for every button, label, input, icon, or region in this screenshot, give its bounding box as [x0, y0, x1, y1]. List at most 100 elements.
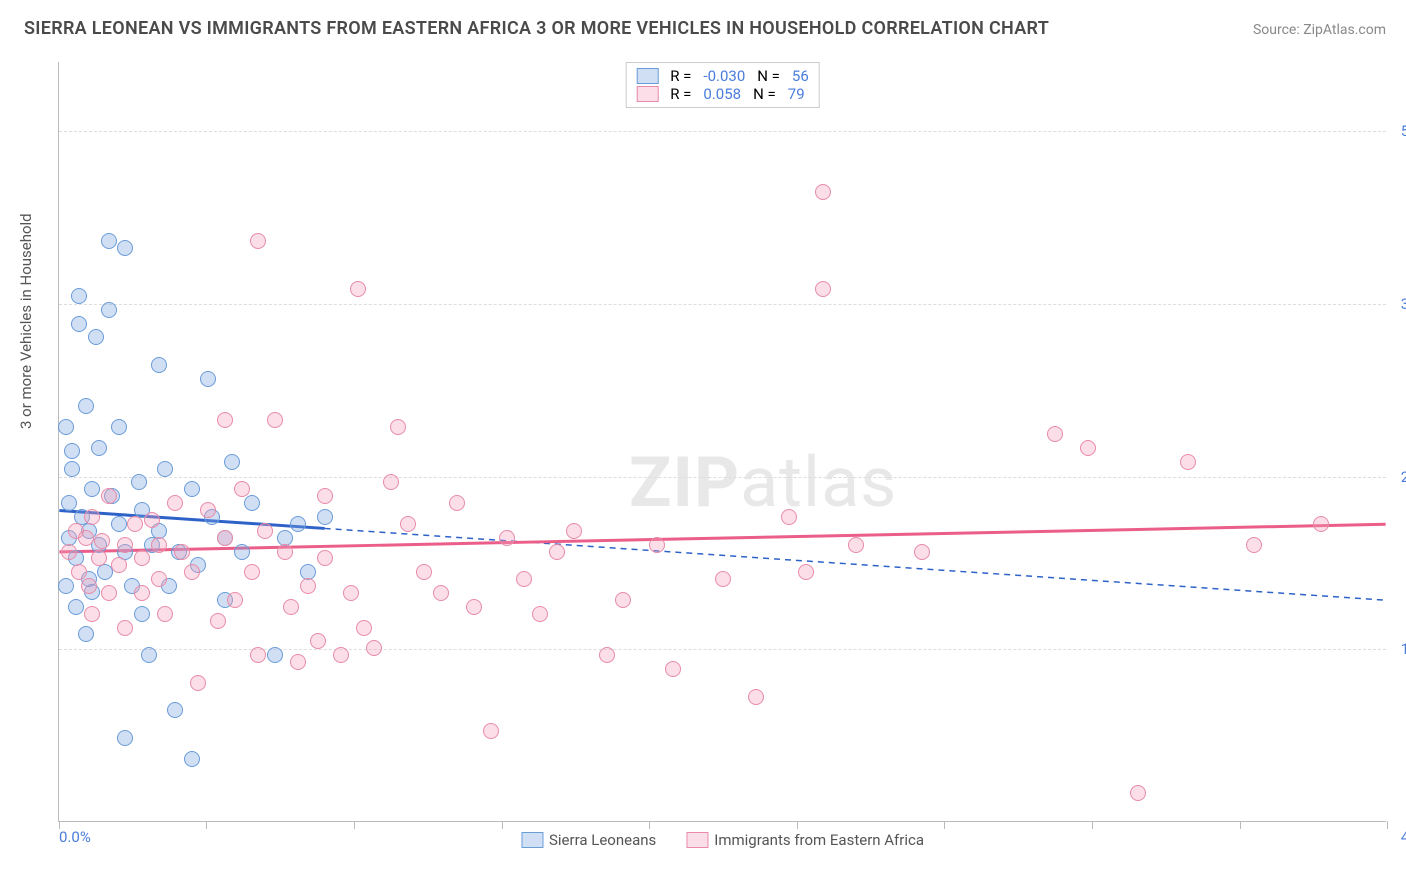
legend-stats: R =-0.030N =56R =0.058N =79: [625, 62, 820, 108]
legend-series-label: Immigrants from Eastern Africa: [714, 831, 924, 849]
data-point: [184, 564, 200, 580]
data-point: [1130, 785, 1146, 801]
source-label: Source: ZipAtlas.com: [1253, 22, 1386, 38]
data-point: [798, 564, 814, 580]
legend-swatch: [521, 832, 543, 848]
gridline-h: [59, 131, 1386, 132]
data-point: [433, 585, 449, 601]
x-axis-min-label: 0.0%: [59, 828, 91, 846]
data-point: [217, 412, 233, 428]
data-point: [449, 495, 465, 511]
x-tick: [502, 821, 503, 829]
legend-series-item: Sierra Leoneans: [521, 831, 656, 849]
y-tick-label: 50.0%: [1401, 122, 1406, 140]
data-point: [190, 675, 206, 691]
data-point: [257, 523, 273, 539]
data-point: [78, 398, 94, 414]
x-tick: [649, 821, 650, 829]
x-axis-max-label: 40.0%: [1401, 828, 1406, 846]
data-point: [101, 302, 117, 318]
data-point: [111, 419, 127, 435]
legend-swatch: [636, 68, 658, 84]
x-tick: [59, 821, 60, 829]
data-point: [101, 585, 117, 601]
data-point: [400, 516, 416, 532]
data-point: [167, 495, 183, 511]
data-point: [283, 599, 299, 615]
data-point: [81, 578, 97, 594]
x-tick: [1240, 821, 1241, 829]
legend-series: Sierra Leoneans Immigrants from Eastern A…: [521, 831, 924, 849]
data-point: [300, 578, 316, 594]
data-point: [244, 564, 260, 580]
data-point: [317, 488, 333, 504]
data-point: [117, 537, 133, 553]
data-point: [234, 544, 250, 560]
data-point: [356, 620, 372, 636]
legend-series-item: Immigrants from Eastern Africa: [686, 831, 924, 849]
data-point: [157, 461, 173, 477]
legend-r-value: -0.030: [703, 67, 745, 85]
data-point: [151, 537, 167, 553]
data-point: [94, 533, 110, 549]
x-tick: [354, 821, 355, 829]
data-point: [134, 585, 150, 601]
data-point: [466, 599, 482, 615]
data-point: [58, 578, 74, 594]
legend-n-value: 79: [788, 85, 805, 103]
data-point: [84, 509, 100, 525]
data-point: [483, 723, 499, 739]
y-tick-label: 37.5%: [1401, 295, 1406, 313]
data-point: [64, 461, 80, 477]
data-point: [141, 647, 157, 663]
data-point: [157, 606, 173, 622]
trend-lines-layer: [59, 62, 1386, 821]
data-point: [134, 606, 150, 622]
data-point: [134, 550, 150, 566]
y-tick-label: 25.0%: [1401, 468, 1406, 486]
data-point: [68, 599, 84, 615]
data-point: [267, 647, 283, 663]
x-tick: [944, 821, 945, 829]
data-point: [84, 481, 100, 497]
data-point: [748, 689, 764, 705]
data-point: [566, 523, 582, 539]
data-point: [599, 647, 615, 663]
data-point: [111, 557, 127, 573]
data-point: [1180, 454, 1196, 470]
data-point: [117, 730, 133, 746]
data-point: [1313, 516, 1329, 532]
legend-n-label: N =: [753, 85, 776, 103]
data-point: [167, 702, 183, 718]
data-point: [665, 661, 681, 677]
data-point: [78, 626, 94, 642]
data-point: [151, 357, 167, 373]
data-point: [781, 509, 797, 525]
data-point: [815, 281, 831, 297]
chart-plot-area: ZIPatlas R =-0.030N =56R =0.058N =79 Sie…: [58, 62, 1386, 822]
data-point: [310, 633, 326, 649]
data-point: [1080, 440, 1096, 456]
data-point: [61, 544, 77, 560]
data-point: [383, 474, 399, 490]
data-point: [71, 316, 87, 332]
legend-stats-row: R =0.058N =79: [636, 85, 809, 103]
data-point: [914, 544, 930, 560]
data-point: [267, 412, 283, 428]
data-point: [224, 454, 240, 470]
data-point: [390, 419, 406, 435]
data-point: [184, 481, 200, 497]
data-point: [516, 571, 532, 587]
data-point: [131, 474, 147, 490]
data-point: [91, 550, 107, 566]
data-point: [64, 443, 80, 459]
data-point: [127, 516, 143, 532]
data-point: [615, 592, 631, 608]
data-point: [333, 647, 349, 663]
data-point: [277, 544, 293, 560]
data-point: [144, 512, 160, 528]
data-point: [317, 509, 333, 525]
data-point: [290, 516, 306, 532]
data-point: [250, 233, 266, 249]
data-point: [84, 606, 100, 622]
